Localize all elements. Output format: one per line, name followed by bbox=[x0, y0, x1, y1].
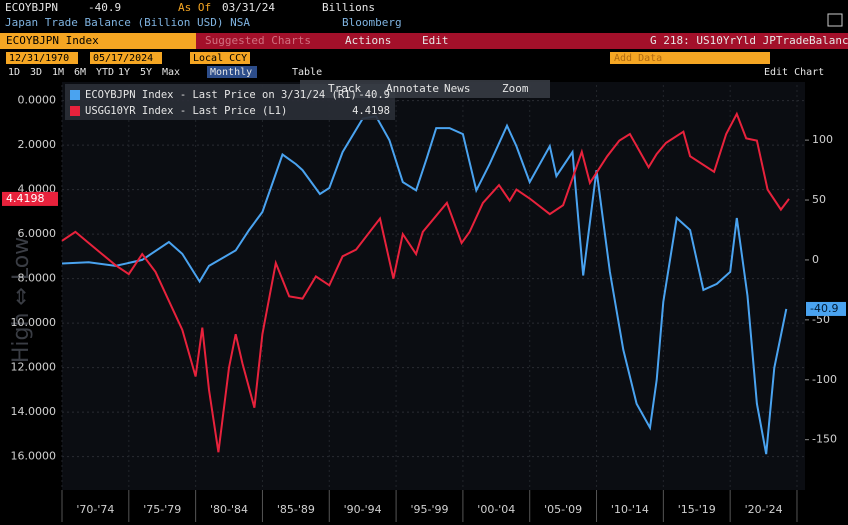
tool-button[interactable]: Zoom bbox=[502, 82, 529, 95]
ticker: ECOYBJPN bbox=[5, 1, 58, 14]
y-tick-label: 16.0000 bbox=[11, 450, 57, 463]
units: Billions bbox=[322, 1, 375, 14]
x-period-label: '95-'99 bbox=[410, 503, 448, 516]
actions-menu[interactable]: Actions bbox=[345, 34, 391, 47]
x-period-label: '10-'14 bbox=[611, 503, 649, 516]
frequency-box[interactable] bbox=[207, 66, 257, 78]
last-value-label: 4.4198 bbox=[6, 192, 45, 205]
x-period-label: '85-'89 bbox=[277, 503, 315, 516]
x-period-label: '80-'84 bbox=[210, 503, 248, 516]
y-tick-label: 8.0000 bbox=[18, 272, 57, 285]
x-period-label: '00-'04 bbox=[477, 503, 515, 516]
y2-tick-label: -150 bbox=[812, 433, 837, 446]
range-button[interactable]: 3D bbox=[30, 67, 42, 78]
as-of-label: As Of bbox=[178, 1, 211, 14]
table-button[interactable]: Table bbox=[292, 67, 322, 78]
x-period-label: '05-'09 bbox=[544, 503, 582, 516]
last-value-box bbox=[2, 191, 58, 206]
range-button[interactable]: 6M bbox=[74, 67, 86, 78]
add-data-box[interactable] bbox=[610, 52, 770, 64]
command-bar bbox=[196, 33, 848, 49]
y2-tick-label: 50 bbox=[812, 193, 826, 206]
series-line bbox=[61, 111, 790, 453]
y-tick-label: 12.0000 bbox=[11, 361, 57, 374]
legend-swatch bbox=[70, 90, 80, 100]
x-period-label: '20-'24 bbox=[745, 503, 783, 516]
tool-button[interactable]: Track bbox=[328, 82, 361, 95]
range-button[interactable]: 1Y bbox=[118, 67, 130, 78]
y2-tick-label: -100 bbox=[812, 373, 837, 386]
series-line bbox=[61, 115, 788, 455]
legend-swatch bbox=[70, 106, 80, 116]
description: Japan Trade Balance (Billion USD) NSA bbox=[5, 16, 250, 29]
range-button[interactable]: 5Y bbox=[140, 67, 152, 78]
currency-box[interactable] bbox=[190, 52, 250, 64]
edit-chart[interactable]: Edit Chart bbox=[764, 67, 824, 78]
y2-tick-label: 0 bbox=[812, 253, 819, 266]
last-value-label: -40.9 bbox=[810, 302, 838, 315]
legend-value: -40.9 bbox=[358, 89, 390, 101]
last-value-box bbox=[806, 301, 846, 316]
range-button[interactable]: 1D bbox=[8, 67, 20, 78]
y2-tick-label: -50 bbox=[812, 313, 830, 326]
x-period-label: '70-'74 bbox=[76, 503, 114, 516]
security-box[interactable] bbox=[0, 33, 196, 49]
range-button[interactable]: Max bbox=[162, 67, 180, 78]
range-button[interactable]: YTD bbox=[96, 67, 114, 78]
plot-area bbox=[62, 82, 805, 490]
x-period-label: '90-'94 bbox=[344, 503, 382, 516]
legend-label: ECOYBJPN Index - Last Price on 3/31/24 (… bbox=[85, 89, 357, 101]
toolbar bbox=[300, 80, 550, 98]
start-date[interactable]: 12/31/1970 bbox=[9, 53, 69, 64]
legend-value: 4.4198 bbox=[352, 105, 390, 117]
y-tick-label: 0.0000 bbox=[18, 94, 57, 107]
currency[interactable]: Local CCY bbox=[193, 53, 247, 64]
popout-icon[interactable] bbox=[827, 13, 843, 27]
tool-button[interactable]: News bbox=[444, 82, 471, 95]
as-of-date: 03/31/24 bbox=[222, 1, 275, 14]
security[interactable]: ECOYBJPN Index bbox=[6, 34, 99, 47]
frequency[interactable]: Monthly bbox=[210, 67, 252, 78]
end-date[interactable]: 05/17/2024 bbox=[93, 53, 153, 64]
y2-tick-label: 100 bbox=[812, 133, 833, 146]
tool-button[interactable]: Annotate bbox=[386, 82, 439, 95]
chart-id: G 218: US10YrYld JPTradeBalanc bbox=[650, 34, 848, 47]
legend-label: USGG10YR Index - Last Price (L1) bbox=[85, 105, 287, 117]
start-date-box[interactable] bbox=[6, 52, 78, 64]
y-tick-label: 10.0000 bbox=[11, 316, 57, 329]
watermark: High ⇔ Low bbox=[9, 237, 34, 363]
suggested-charts[interactable]: Suggested Charts bbox=[205, 34, 311, 47]
x-period-label: '15-'19 bbox=[678, 503, 716, 516]
y-tick-label: 2.0000 bbox=[18, 138, 57, 151]
y-tick-label: 14.0000 bbox=[11, 405, 57, 418]
add-data[interactable]: Add Data bbox=[614, 53, 662, 64]
end-date-box[interactable] bbox=[90, 52, 162, 64]
edit-menu[interactable]: Edit bbox=[422, 34, 449, 47]
y-tick-label: 6.0000 bbox=[18, 227, 57, 240]
last-value: -40.9 bbox=[88, 1, 121, 14]
x-axis-band bbox=[62, 490, 805, 525]
x-period-label: '75-'79 bbox=[143, 503, 181, 516]
source: Bloomberg bbox=[342, 16, 402, 29]
range-button[interactable]: 1M bbox=[52, 67, 64, 78]
